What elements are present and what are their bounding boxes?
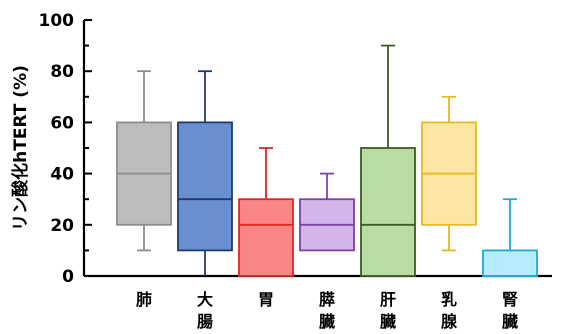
- y-tick-label: 60: [50, 113, 74, 133]
- boxes: [116, 44, 538, 277]
- category-label: 臓: [380, 312, 396, 331]
- y-tick-label: 40: [50, 165, 74, 185]
- category-label: 腸: [197, 312, 213, 331]
- box-group: [116, 70, 172, 252]
- y-tick-label: 80: [50, 62, 74, 82]
- category-label: 乳: [441, 290, 457, 309]
- category-label: 膵: [319, 290, 335, 309]
- category-label: 大: [197, 290, 213, 309]
- category-label: 腎: [502, 290, 518, 309]
- box-group: [238, 147, 294, 277]
- x-labels: 肺大腸胃 膵臓肝臓乳腺腎臓: [136, 290, 518, 331]
- y-tick-label: 100: [39, 11, 75, 31]
- box: [482, 249, 538, 277]
- box: [360, 147, 416, 277]
- box-group: [421, 95, 477, 252]
- category-label: 肝: [380, 290, 396, 309]
- box-group: [482, 198, 538, 277]
- category-label: 腺: [441, 312, 458, 331]
- box-group: [299, 172, 355, 252]
- category-label: 臓: [319, 312, 335, 331]
- category-label: 臓: [502, 312, 518, 331]
- box: [238, 198, 294, 277]
- category-label: 肺: [136, 290, 152, 309]
- y-tick-label: 0: [62, 267, 74, 287]
- box-group: [360, 44, 416, 277]
- y-axis-label: リン酸化hTERT (%): [10, 65, 31, 231]
- y-axis: 0 20 40 60 80 100: [39, 11, 552, 287]
- box-group: [177, 70, 233, 276]
- box: [177, 121, 233, 252]
- category-label: 胃: [258, 290, 274, 309]
- y-tick-label: 20: [50, 216, 74, 236]
